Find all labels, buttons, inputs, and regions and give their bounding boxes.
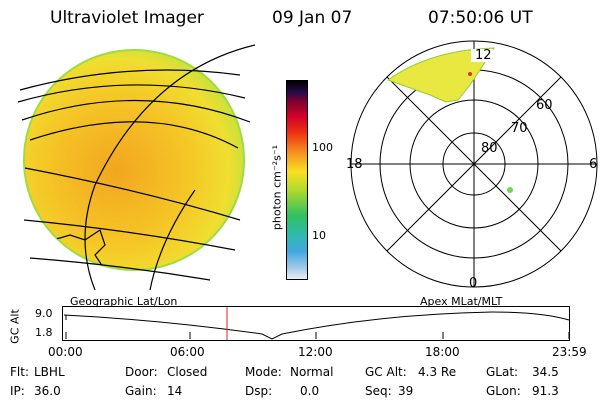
glon-value: 91.3	[532, 384, 559, 398]
timeline-xtick-2359: 23:59	[552, 345, 587, 359]
altitude-curve	[63, 311, 570, 340]
bright-point	[507, 187, 513, 193]
mode-label: Mode:	[245, 365, 282, 379]
uv-earth-image	[17, 44, 256, 291]
lat-label-60: 60	[536, 98, 553, 113]
flt-label: Flt:	[10, 365, 29, 379]
glon-label: GLon:	[486, 384, 521, 398]
mlt-label-18: 18	[346, 157, 363, 172]
gain-value: 14	[167, 384, 183, 398]
timeline-ytick-9: 9.0	[35, 307, 53, 320]
timeline-right-title: Apex MLat/MLT	[420, 295, 503, 308]
time-label: 07:50:06 UT	[428, 8, 533, 28]
polar-plot: 12 18 6 0 60 70 80	[346, 40, 598, 290]
altitude-timeline	[62, 306, 570, 341]
door-value: Closed	[167, 365, 208, 379]
mode-value: Normal	[290, 365, 334, 379]
colorbar-tick-10: 10	[312, 229, 326, 242]
timeline-xtick-0600: 06:00	[170, 345, 205, 359]
mlt-label-12: 12	[475, 48, 492, 63]
auroral-coverage	[386, 47, 495, 103]
colorbar-tick-100: 100	[312, 141, 333, 154]
glat-label: GLat:	[486, 365, 519, 379]
instrument-title: Ultraviolet Imager	[50, 8, 204, 28]
seq-value: 39	[398, 384, 414, 398]
timeline-xtick-1200: 12:00	[298, 345, 333, 359]
timeline-ytick-1-8: 1.8	[35, 326, 53, 339]
mlt-label-0: 0	[469, 276, 477, 290]
timeline-left-title: Geographic Lat/Lon	[70, 295, 178, 308]
date-label: 09 Jan 07	[272, 8, 353, 28]
auroral-hotspot	[468, 72, 472, 76]
timeline-xtick-1800: 18:00	[425, 345, 460, 359]
dsp-label: Dsp:	[245, 384, 273, 398]
gain-label: Gain:	[125, 384, 157, 398]
flt-value: LBHL	[34, 365, 65, 379]
door-label: Door:	[125, 365, 158, 379]
glat-value: 34.5	[532, 365, 559, 379]
lat-label-70: 70	[511, 121, 528, 136]
timeline-xtick-0000: 00:00	[48, 345, 83, 359]
gcalt-value: 4.3 Re	[418, 365, 457, 379]
color-scale-bar	[286, 80, 308, 280]
lat-label-80: 80	[481, 141, 498, 156]
colorbar-unit-label: photon cm⁻²s⁻¹	[270, 144, 284, 231]
seq-label: Seq:	[365, 384, 392, 398]
coastline	[49, 229, 111, 270]
lat-lon-grid	[17, 44, 256, 291]
ip-label: IP:	[10, 384, 25, 398]
earth-disk	[23, 49, 245, 271]
mlt-label-6: 6	[589, 157, 597, 172]
dsp-value: 0.0	[300, 384, 320, 398]
gcalt-label: GC Alt:	[365, 365, 407, 379]
ip-value: 36.0	[34, 384, 61, 398]
timeline-y-label: GC Alt	[8, 309, 22, 344]
